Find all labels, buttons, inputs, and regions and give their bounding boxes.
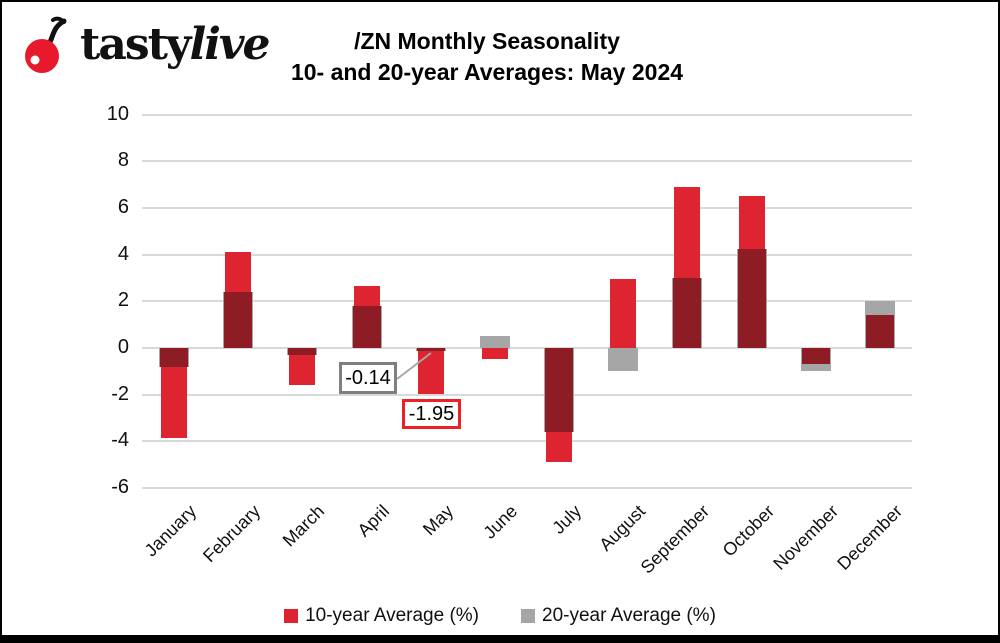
x-axis-label-july: July — [548, 501, 586, 538]
bar-overlap-september — [673, 277, 702, 348]
x-axis-label-april: April — [353, 501, 393, 541]
gridline — [142, 253, 912, 256]
y-axis-tick-label: 2 — [117, 289, 129, 312]
x-axis-label-january: January — [140, 501, 201, 561]
bar-overlap-november — [801, 348, 830, 365]
x-axis-label-august: August — [595, 501, 650, 555]
y-axis-tick-label: -2 — [111, 382, 129, 405]
gridline — [142, 160, 912, 163]
chart-legend: 10-year Average (%) 20-year Average (%) — [2, 605, 998, 627]
bar-overlap-december — [865, 315, 894, 348]
gridline — [142, 440, 912, 443]
gridline — [142, 393, 912, 396]
x-axis-label-october: October — [718, 501, 778, 561]
y-axis-tick-label: 4 — [117, 242, 129, 265]
chart-title: /ZN Monthly Seasonality 10- and 20-year … — [187, 26, 787, 88]
bar-10yr-may — [417, 348, 444, 394]
callout-10yr-value: -1.95 — [408, 402, 455, 425]
bar-10yr-august — [610, 279, 637, 348]
legend-item-10yr: 10-year Average (%) — [284, 605, 479, 627]
callout-20yr-may: -0.14 — [339, 362, 397, 394]
cherry-icon — [25, 16, 67, 73]
x-axis-label-june: June — [479, 501, 522, 543]
bar-overlap-may — [416, 348, 445, 352]
y-axis-tick-label: -6 — [111, 476, 129, 499]
tastylive-logo: tastylive — [18, 16, 271, 74]
chart-title-line2: 10- and 20-year Averages: May 2024 — [290, 59, 684, 85]
bar-20yr-august — [608, 348, 639, 372]
bar-overlap-february — [224, 291, 253, 348]
bar-overlap-january — [160, 348, 189, 367]
bar-overlap-april — [352, 305, 381, 348]
x-axis-label-march: March — [279, 501, 329, 551]
x-axis-label-november: November — [769, 501, 842, 574]
legend-label-10yr: 10-year Average (%) — [305, 605, 479, 626]
callout-10yr-may: -1.95 — [402, 399, 461, 429]
legend-swatch-20yr-icon — [521, 609, 535, 623]
chart-title-line1: /ZN Monthly Seasonality — [354, 28, 620, 54]
legend-item-20yr: 20-year Average (%) — [521, 605, 716, 627]
gridline — [142, 206, 912, 209]
y-axis-tick-label: 0 — [117, 336, 129, 358]
bar-10yr-june — [481, 348, 508, 359]
gridline — [142, 300, 912, 303]
brand-suffix: live — [189, 19, 271, 70]
y-axis-tick-label: 6 — [117, 195, 129, 218]
legend-swatch-10yr-icon — [284, 609, 299, 623]
x-axis-label-may: May — [418, 501, 457, 540]
callout-20yr-value: -0.14 — [345, 366, 391, 389]
bar-overlap-july — [545, 348, 574, 433]
brand-prefix: tasty — [80, 19, 191, 70]
gridline — [142, 347, 912, 349]
x-axis-label-december: December — [833, 501, 907, 574]
gridline — [142, 487, 912, 490]
x-axis-label-september: September — [637, 501, 714, 578]
bar-20yr-june — [479, 336, 510, 348]
gridline — [142, 113, 912, 116]
y-axis-tick-label: -4 — [111, 429, 129, 452]
bar-overlap-march — [288, 348, 317, 355]
brand-wordmark: tastylive — [80, 19, 271, 71]
y-axis-tick-label: 8 — [117, 149, 129, 172]
y-axis-tick-label: 10 — [106, 102, 129, 125]
x-axis-label-february: February — [199, 501, 265, 567]
bar-overlap-october — [737, 248, 766, 348]
legend-label-20yr: 20-year Average (%) — [542, 605, 716, 626]
bottom-border-bar — [2, 635, 998, 641]
